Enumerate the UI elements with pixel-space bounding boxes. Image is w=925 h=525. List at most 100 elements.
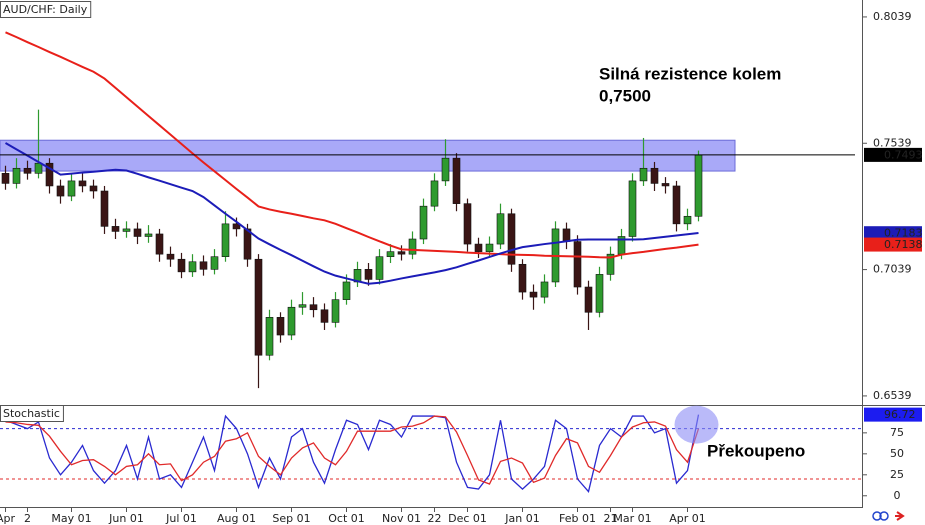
link-icon[interactable] xyxy=(879,511,889,521)
candle-body xyxy=(452,157,461,204)
price-tag-label: 0.7183 xyxy=(884,227,923,240)
candle-body xyxy=(78,180,87,187)
candle-body xyxy=(122,228,131,232)
candle-body xyxy=(221,223,230,258)
candle-body xyxy=(144,233,153,237)
candle-body xyxy=(595,274,604,313)
candle-body xyxy=(562,228,571,242)
candle-body xyxy=(419,205,428,240)
x-tick-label: 22 xyxy=(428,512,442,525)
highlight-circle xyxy=(674,405,719,444)
annotation: 0,7500 xyxy=(599,86,651,105)
candle-body xyxy=(254,258,263,356)
panel-title: Stochastic xyxy=(3,407,60,420)
x-tick-label: 21 xyxy=(604,512,618,525)
x-tick-label: Jul 01 xyxy=(165,512,197,525)
candle-body xyxy=(628,180,637,237)
candle-body xyxy=(529,291,538,298)
price-tag-label: 0.7493 xyxy=(884,148,923,161)
candle-body xyxy=(298,304,307,308)
y-tick-label: 0 xyxy=(894,489,901,502)
x-tick-label: Aug 01 xyxy=(217,512,256,525)
moving-average xyxy=(5,31,699,259)
candle-body xyxy=(331,299,340,323)
candle-body xyxy=(23,167,32,174)
candle-body xyxy=(177,258,186,273)
x-tick-label: Sep 01 xyxy=(272,512,310,525)
candle-body xyxy=(463,203,472,245)
candle-body xyxy=(474,243,483,252)
candle-body xyxy=(573,241,582,288)
candle-body xyxy=(166,253,175,260)
candle-body xyxy=(155,233,164,255)
candle-body xyxy=(111,226,120,232)
panel-title-box xyxy=(0,405,64,422)
price-tag xyxy=(864,226,922,241)
share-icons[interactable] xyxy=(872,511,905,521)
annotation: Překoupeno xyxy=(707,441,805,460)
resistance-zone xyxy=(0,139,736,172)
candle-body xyxy=(34,162,43,174)
candle-body xyxy=(56,185,65,197)
candle-body xyxy=(1,173,10,184)
share-icon[interactable] xyxy=(895,511,905,521)
moving-average xyxy=(5,142,699,285)
x-tick-label: Dec 01 xyxy=(448,512,487,525)
candle-body xyxy=(441,157,450,182)
y-tick-label: 0.8039 xyxy=(873,10,912,23)
candle-body xyxy=(672,185,681,225)
candle-body xyxy=(276,317,285,336)
candle-body xyxy=(100,190,109,227)
candle-body xyxy=(232,223,241,230)
x-tick-label: Feb 01 xyxy=(559,512,596,525)
price-tag xyxy=(864,407,922,422)
link-icon[interactable] xyxy=(872,511,882,521)
candle-body xyxy=(320,309,329,323)
stochastic-line xyxy=(5,414,700,493)
candle-body xyxy=(45,162,54,187)
x-tick-label: Nov 01 xyxy=(382,512,421,525)
candle-body xyxy=(89,185,98,192)
candle-body xyxy=(507,213,516,265)
x-tick-label: Jun 01 xyxy=(108,512,144,525)
candle-body xyxy=(661,183,670,187)
candle-body xyxy=(309,304,318,311)
candle-body xyxy=(265,317,274,356)
y-tick-label: 0.6539 xyxy=(873,389,912,402)
x-tick-label: Mar 01 xyxy=(613,512,651,525)
candle-body xyxy=(540,281,549,298)
candle-body xyxy=(639,167,648,182)
x-tick-label: 2 xyxy=(24,512,31,525)
price-tag-label: 96.72 xyxy=(884,408,916,421)
candle-body xyxy=(496,213,505,245)
x-tick-label: Jan 01 xyxy=(504,512,539,525)
candle-body xyxy=(606,253,615,275)
candle-body xyxy=(199,261,208,270)
candle-body xyxy=(584,286,593,313)
candle-body xyxy=(397,251,406,255)
candle-body xyxy=(342,281,351,300)
annotation: Silná rezistence kolem xyxy=(599,64,781,83)
candle-body xyxy=(485,243,494,252)
x-tick-label: Apr xyxy=(0,512,15,525)
candle-body xyxy=(694,154,703,217)
candle-body xyxy=(67,180,76,197)
candle-body xyxy=(287,306,296,336)
price-tag-label: 0.7138 xyxy=(884,238,923,251)
candle-body xyxy=(133,228,142,237)
candle-body xyxy=(12,167,21,184)
candle-body xyxy=(364,269,373,280)
candle-body xyxy=(386,251,395,258)
price-tag xyxy=(864,237,922,252)
candle-body xyxy=(210,256,219,270)
candle-body xyxy=(408,238,417,255)
y-tick-label: 50 xyxy=(890,447,904,460)
candle-body xyxy=(375,256,384,280)
y-tick-label: 25 xyxy=(890,468,904,481)
x-tick-label: Oct 01 xyxy=(328,512,365,525)
panel-title-box xyxy=(0,1,92,18)
candle-body xyxy=(188,261,197,273)
candle-body xyxy=(430,180,439,207)
